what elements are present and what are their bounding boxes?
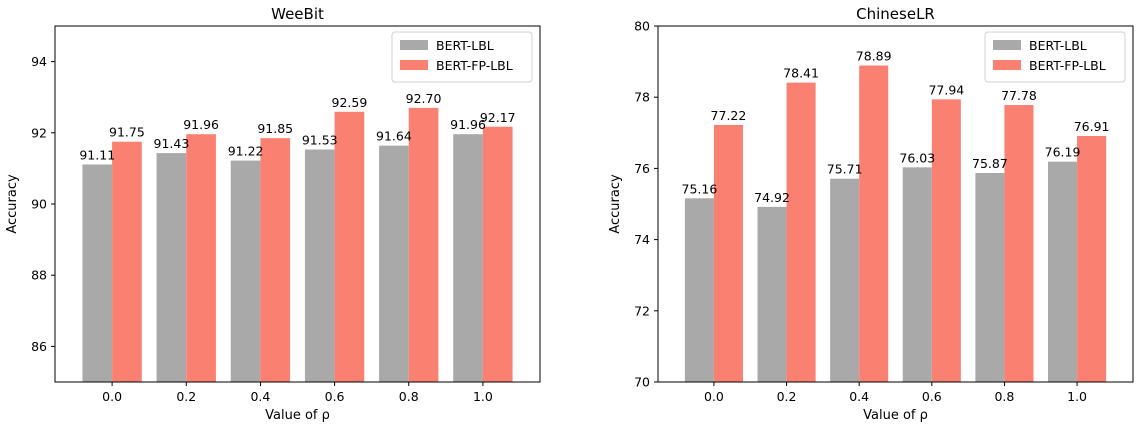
chart1-legend-label: BERT-LBL	[436, 38, 494, 53]
chart2-data-label: 75.71	[827, 162, 863, 177]
chart2-y-tick-label: 76	[634, 161, 650, 176]
chart2-bar-bert-lbl-2	[830, 178, 860, 382]
chart2-data-label: 76.19	[1045, 145, 1081, 160]
chart2-x-tick-label: 0.8	[994, 389, 1014, 404]
chart2-bar-bert-fp-lbl-4	[1004, 105, 1034, 382]
chart2-y-tick-label: 72	[634, 303, 650, 318]
chart2-x-tick-label: 0.2	[777, 389, 797, 404]
chart1-data-label: 91.53	[302, 133, 338, 148]
chart2-legend-label: BERT-FP-LBL	[1029, 58, 1106, 73]
chart2-bar-bert-lbl-5	[1048, 161, 1078, 382]
chart2-data-label: 74.92	[754, 190, 790, 205]
chart1-y-tick-label: 94	[31, 54, 47, 69]
chart2-data-label: 75.16	[682, 181, 718, 196]
chart2-legend-swatch-bert-fp-lbl	[993, 60, 1021, 70]
chart1-title: WeeBit	[271, 5, 324, 23]
chart2-bar-bert-fp-lbl-2	[859, 65, 889, 383]
chart2-bar-bert-lbl-4	[975, 173, 1005, 382]
chart1-x-tick-label: 1.0	[473, 389, 493, 404]
chart1-x-axis-label: Value of ρ	[265, 408, 330, 423]
chart2-axes-frame	[657, 25, 1134, 383]
chart2-data-label: 77.94	[928, 82, 964, 97]
chart1-legend-label: BERT-FP-LBL	[436, 58, 513, 73]
chart1-bar-bert-fp-lbl-1	[186, 134, 216, 382]
chart1-data-label: 91.96	[183, 117, 219, 132]
chart2-data-label: 78.89	[856, 49, 892, 64]
chart2-bar-bert-lbl-1	[757, 206, 787, 382]
chart1-x-tick-label: 0.6	[325, 389, 345, 404]
chart2-data-label: 78.41	[783, 66, 819, 81]
chart1-data-label: 92.59	[332, 95, 368, 110]
chart1-data-label: 91.22	[228, 144, 264, 159]
chart1-data-label: 91.11	[79, 147, 115, 162]
chart1-y-tick-label: 90	[31, 197, 47, 212]
chart2-x-tick-label: 0.0	[704, 389, 724, 404]
chart2-data-label: 75.87	[972, 156, 1008, 171]
chart1-bar-bert-lbl-4	[379, 145, 409, 382]
chart2-x-tick-label: 0.4	[849, 389, 869, 404]
chart1-data-label: 91.43	[154, 136, 190, 151]
chart1-x-tick-label: 0.2	[176, 389, 196, 404]
chart1-x-tick-label: 0.0	[102, 389, 122, 404]
chart2-y-tick-label: 78	[634, 90, 650, 105]
chart2-x-tick-label: 1.0	[1067, 389, 1087, 404]
chart2-title: ChineseLR	[856, 5, 935, 23]
chart1-chart: 91.11 91.43 91.22 91.53 91.64 91.96 91.75 91.96…	[5, 5, 541, 423]
chart1-bar-bert-lbl-2	[230, 160, 261, 382]
chart2-y-axis-label: Accuracy	[608, 174, 623, 234]
chart1-y-axis-label: Accuracy	[5, 174, 20, 234]
chart1-y-tick-label: 92	[31, 125, 47, 140]
chart1-bar-bert-fp-lbl-3	[334, 111, 365, 383]
chart1-data-label: 91.85	[257, 121, 293, 136]
chart2-data-label: 77.22	[711, 108, 747, 123]
chart1-data-label: 91.75	[109, 125, 145, 140]
chart2-y-tick-label: 80	[634, 19, 650, 34]
chart2-bar-bert-lbl-3	[902, 167, 932, 382]
chart2-bar-bert-fp-lbl-3	[931, 99, 961, 382]
chart1-y-tick-label: 88	[31, 268, 47, 283]
chart2-chart: 75.16 74.92 75.71 76.03 75.87 76.19 77.22 78.41…	[608, 5, 1134, 423]
chart2-bar-bert-lbl-0	[684, 198, 714, 382]
chart2-data-label: 76.03	[899, 150, 935, 165]
chart1-x-tick-label: 0.8	[399, 389, 419, 404]
chart2-bar-bert-fp-lbl-5	[1077, 136, 1107, 382]
chart1-legend-swatch-bert-fp-lbl	[400, 60, 428, 70]
chart1-bar-bert-lbl-1	[156, 153, 187, 382]
chart2-data-label: 76.91	[1074, 119, 1110, 134]
chart2-legend-swatch-bert-lbl	[993, 40, 1021, 50]
chart1-data-label: 92.17	[480, 110, 516, 125]
chart1-bar-bert-lbl-0	[82, 164, 113, 382]
chart1-data-label: 92.70	[406, 91, 442, 106]
chart1-x-tick-label: 0.4	[250, 389, 270, 404]
chart2-x-axis-label: Value of ρ	[863, 408, 928, 423]
chart1-data-label: 91.64	[376, 129, 412, 144]
chart1-bar-bert-lbl-3	[304, 149, 335, 382]
chart1-bar-bert-fp-lbl-4	[408, 107, 439, 382]
chart2-data-label: 77.78	[1001, 88, 1037, 103]
chart1-bar-bert-fp-lbl-0	[112, 141, 142, 382]
chart2-legend-label: BERT-LBL	[1029, 38, 1087, 53]
chart2-bar-bert-fp-lbl-1	[786, 82, 816, 382]
chart1-data-label: 91.96	[450, 117, 486, 132]
chart2-y-tick-label: 74	[634, 232, 650, 247]
chart1-y-tick-label: 86	[31, 339, 47, 354]
chart2-bar-bert-fp-lbl-0	[713, 124, 743, 382]
chart2-y-tick-label: 70	[634, 375, 650, 390]
chart1-bar-bert-fp-lbl-2	[260, 138, 291, 382]
chart2-x-tick-label: 0.6	[922, 389, 942, 404]
chart1-bar-bert-fp-lbl-5	[482, 126, 513, 382]
chart1-bar-bert-lbl-5	[453, 134, 483, 382]
chart1-legend-swatch-bert-lbl	[400, 40, 428, 50]
